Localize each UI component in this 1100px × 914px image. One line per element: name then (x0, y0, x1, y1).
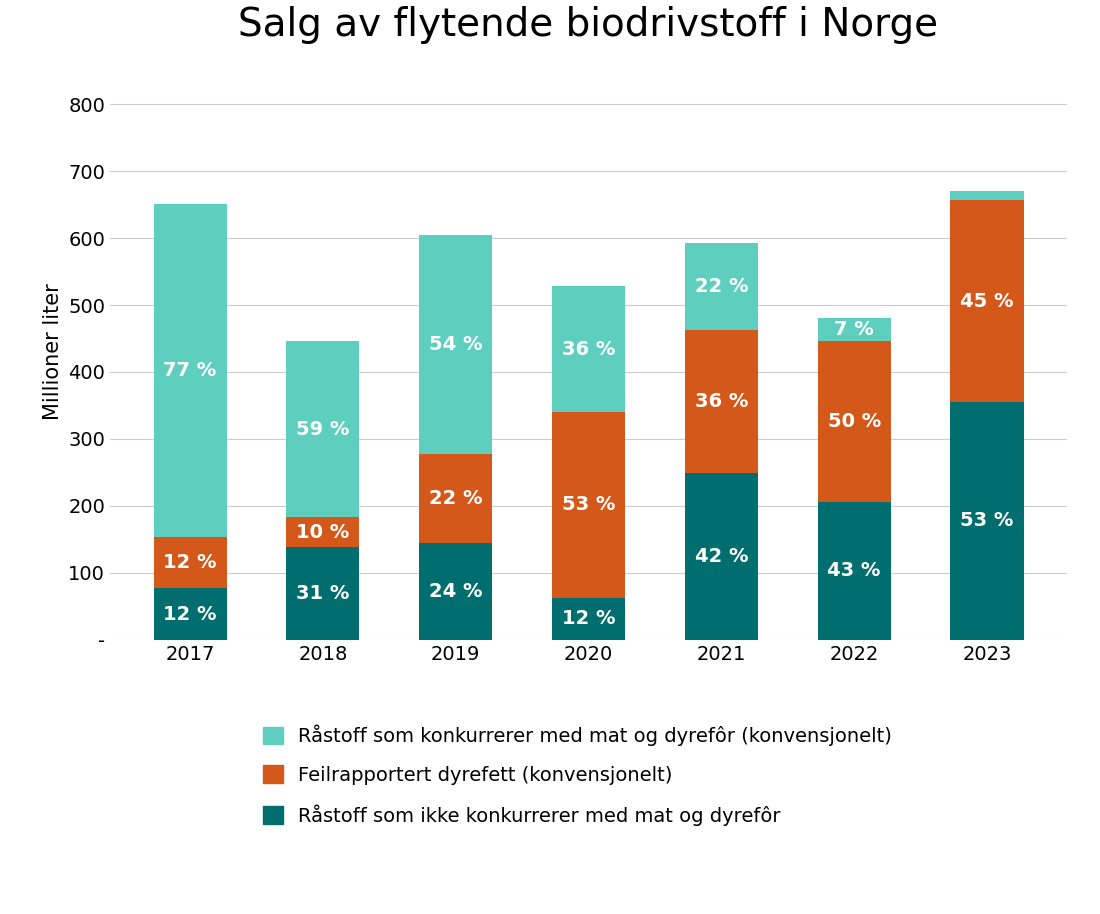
Text: 54 %: 54 % (429, 335, 483, 354)
Bar (950, 200, 1023, 402)
Text: 59 %: 59 % (296, 420, 350, 439)
Bar (552, 286, 625, 412)
Text: 24 %: 24 % (429, 581, 483, 600)
Bar (552, 598, 625, 640)
Bar (685, 473, 758, 640)
Text: 22 %: 22 % (429, 489, 483, 507)
Bar (154, 537, 227, 589)
Text: 31 %: 31 % (296, 584, 350, 603)
Text: 43 %: 43 % (827, 561, 881, 580)
Text: 12 %: 12 % (562, 610, 615, 628)
Bar (950, 402, 1023, 640)
Bar (419, 453, 492, 543)
Bar (817, 502, 891, 640)
Text: 36 %: 36 % (694, 392, 748, 411)
Bar (286, 517, 360, 547)
Text: 77 %: 77 % (164, 361, 217, 380)
Bar (286, 547, 360, 640)
Title: Salg av flytende biodrivstoff i Norge: Salg av flytende biodrivstoff i Norge (239, 6, 938, 44)
Y-axis label: Millioner liter: Millioner liter (43, 283, 63, 420)
Bar (817, 341, 891, 502)
Bar (685, 243, 758, 331)
Bar (154, 589, 227, 640)
Text: 12 %: 12 % (163, 604, 217, 623)
Bar (286, 341, 360, 517)
Bar (154, 204, 227, 537)
Text: 45 %: 45 % (960, 292, 1014, 311)
Bar (419, 235, 492, 453)
Bar (685, 331, 758, 473)
Text: 50 %: 50 % (827, 412, 881, 431)
Bar (419, 543, 492, 640)
Text: 42 %: 42 % (694, 547, 748, 566)
Text: 53 %: 53 % (562, 495, 615, 515)
Text: 10 %: 10 % (296, 523, 350, 542)
Text: 53 %: 53 % (960, 512, 1014, 530)
Legend: Råstoff som konkurrerer med mat og dyrefôr (konvensjonelt), Feilrapportert dyref: Råstoff som konkurrerer med mat og dyref… (263, 725, 892, 825)
Bar (817, 318, 891, 341)
Text: 12 %: 12 % (163, 553, 217, 572)
Text: 36 %: 36 % (562, 340, 615, 358)
Bar (950, 191, 1023, 200)
Bar (552, 412, 625, 598)
Text: 22 %: 22 % (694, 278, 748, 296)
Text: 7 %: 7 % (834, 320, 874, 339)
